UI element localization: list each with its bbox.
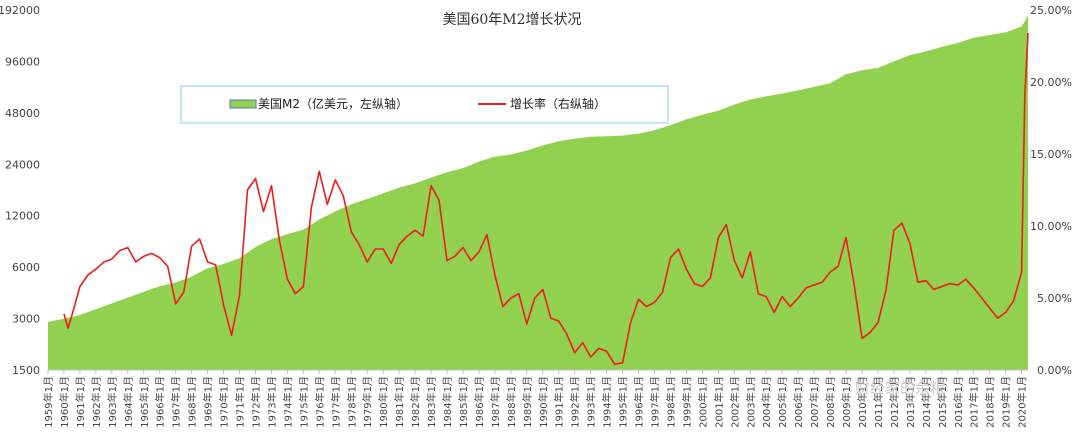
x-tick-label: 1994年1月 bbox=[601, 376, 614, 428]
chart-title: 美国60年M2增长状况 bbox=[442, 12, 581, 28]
x-tick-label: 1977年1月 bbox=[329, 376, 342, 428]
x-tick-label: 1967年1月 bbox=[170, 376, 183, 428]
right-y-tick-label: 25.00% bbox=[1030, 4, 1072, 17]
x-tick-label: 1995年1月 bbox=[617, 376, 630, 428]
x-tick-label: 1960年1月 bbox=[58, 376, 71, 428]
x-tick-label: 1973年1月 bbox=[265, 376, 278, 428]
left-y-tick-label: 3000 bbox=[12, 313, 40, 326]
x-tick-label: 1969年1月 bbox=[202, 376, 215, 428]
x-tick-label: 2013年1月 bbox=[904, 376, 917, 428]
x-tick-label: 1965年1月 bbox=[138, 376, 151, 428]
x-tick-label: 1990年1月 bbox=[537, 376, 550, 428]
x-tick-label: 2001年1月 bbox=[712, 376, 725, 428]
x-tick-label: 2012年1月 bbox=[888, 376, 901, 428]
x-tick-label: 2018年1月 bbox=[984, 376, 997, 428]
legend-box bbox=[180, 85, 669, 124]
x-tick-label: 2014年1月 bbox=[920, 376, 933, 428]
left-y-axis: 192000 96000 48000 24000 12000 6000 3000 1500 bbox=[0, 4, 40, 377]
legend-label-m2: 美国M2（亿美元，左纵轴） bbox=[258, 96, 408, 111]
x-tick-label: 1978年1月 bbox=[345, 376, 358, 428]
right-y-tick-label: 5.00% bbox=[1037, 292, 1072, 305]
x-tick-label: 2006年1月 bbox=[792, 376, 805, 428]
right-y-tick-label: 20.00% bbox=[1030, 76, 1072, 89]
x-tick-label: 1984年1月 bbox=[441, 376, 454, 428]
x-tick-label: 1998年1月 bbox=[664, 376, 677, 428]
x-tick-label: 2019年1月 bbox=[1000, 376, 1013, 428]
x-tick-label: 1997年1月 bbox=[649, 376, 662, 428]
legend-label-growth: 增长率（右纵轴） bbox=[510, 96, 606, 111]
x-tick-label: 1991年1月 bbox=[553, 376, 566, 428]
x-tick-label: 2004年1月 bbox=[760, 376, 773, 428]
x-tick-label: 1961年1月 bbox=[74, 376, 87, 428]
x-tick-label: 1999年1月 bbox=[680, 376, 693, 428]
right-y-tick-label: 10.00% bbox=[1030, 220, 1072, 233]
x-tick-label: 2015年1月 bbox=[936, 376, 949, 428]
x-tick-label: 1982年1月 bbox=[409, 376, 422, 428]
x-tick-label: 1964年1月 bbox=[122, 376, 135, 428]
x-tick-label: 1986年1月 bbox=[473, 376, 486, 428]
x-tick-label: 2007年1月 bbox=[808, 376, 821, 428]
x-tick-label: 1993年1月 bbox=[585, 376, 598, 428]
m2-area-series bbox=[48, 14, 1028, 371]
x-tick-label: 1989年1月 bbox=[521, 376, 534, 428]
x-tick-label: 1971年1月 bbox=[234, 376, 247, 428]
x-tick-label: 1985年1月 bbox=[457, 376, 470, 428]
left-y-tick-label: 96000 bbox=[5, 55, 40, 68]
x-tick-label: 1992年1月 bbox=[569, 376, 582, 428]
watermark-text: 财经家的余粮 bbox=[855, 379, 945, 397]
left-y-tick-label: 192000 bbox=[0, 4, 40, 17]
legend: 美国M2（亿美元，左纵轴） 增长率（右纵轴） bbox=[180, 85, 669, 124]
x-tick-label: 2002年1月 bbox=[728, 376, 741, 428]
x-tick-label: 1976年1月 bbox=[313, 376, 326, 428]
x-tick-label: 2005年1月 bbox=[776, 376, 789, 428]
right-y-tick-label: 15.00% bbox=[1030, 148, 1072, 161]
growth-rate-line bbox=[63, 32, 1029, 365]
right-y-axis: 25.00% 20.00% 15.00% 10.00% 5.00% 0.00% bbox=[1030, 4, 1072, 377]
x-tick-label: 1974年1月 bbox=[281, 376, 294, 428]
x-axis: 1959年1月 1960年1月 1961年1月 1962年1月 1963年1月 1964年… bbox=[42, 369, 1029, 428]
x-tick-label: 1996年1月 bbox=[633, 376, 646, 428]
left-y-tick-label: 12000 bbox=[5, 210, 40, 223]
x-tick-label: 1988年1月 bbox=[505, 376, 518, 428]
x-tick-label: 1975年1月 bbox=[297, 376, 310, 428]
x-tick-label: 1966年1月 bbox=[154, 376, 167, 428]
growth-rate-line-series bbox=[63, 32, 1029, 365]
x-tick-label: 2003年1月 bbox=[744, 376, 757, 428]
right-y-tick-label: 0.00% bbox=[1037, 364, 1072, 377]
x-tick-label: 1959年1月 bbox=[42, 376, 55, 428]
x-tick-label: 1983年1月 bbox=[425, 376, 438, 428]
x-tick-label: 1981年1月 bbox=[393, 376, 406, 428]
x-tick-label: 1972年1月 bbox=[249, 376, 262, 428]
left-y-tick-label: 1500 bbox=[12, 364, 40, 377]
legend-swatch-m2 bbox=[229, 99, 257, 109]
x-tick-label: 2016年1月 bbox=[952, 376, 965, 428]
left-y-tick-label: 48000 bbox=[5, 107, 40, 120]
m2-area bbox=[48, 14, 1028, 371]
x-tick-label: 1962年1月 bbox=[90, 376, 103, 428]
x-tick-label: 2000年1月 bbox=[696, 376, 709, 428]
x-tick-label: 1963年1月 bbox=[106, 376, 119, 428]
x-tick-label: 1970年1月 bbox=[218, 376, 231, 428]
x-tick-label: 2009年1月 bbox=[840, 376, 853, 428]
left-y-tick-label: 24000 bbox=[5, 158, 40, 171]
x-tick-label: 1980年1月 bbox=[377, 376, 390, 428]
left-y-tick-label: 6000 bbox=[12, 261, 40, 274]
x-tick-label: 2008年1月 bbox=[824, 376, 837, 428]
x-tick-label: 2020年1月 bbox=[1016, 376, 1029, 428]
x-tick-label: 2011年1月 bbox=[872, 376, 885, 428]
x-tick-label: 1987年1月 bbox=[489, 376, 502, 428]
x-tick-label: 2010年1月 bbox=[856, 376, 869, 428]
x-tick-label: 1968年1月 bbox=[186, 376, 199, 428]
x-tick-label: 2017年1月 bbox=[968, 376, 981, 428]
x-tick-label: 1979年1月 bbox=[361, 376, 374, 428]
